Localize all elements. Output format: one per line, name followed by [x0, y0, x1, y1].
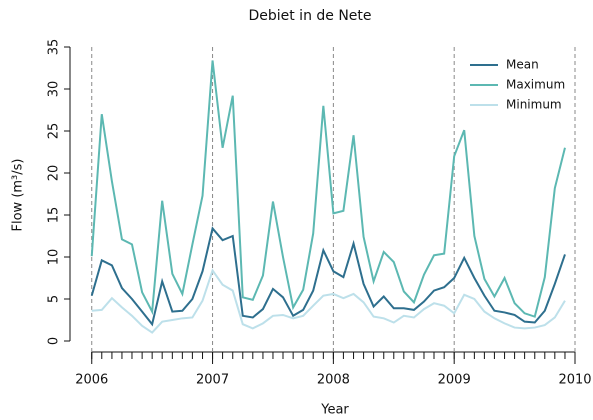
line: [91, 268, 566, 334]
line: [90, 60, 566, 318]
x-tick-label: 2009: [438, 373, 471, 388]
y-tick-label: 25: [47, 123, 62, 140]
x-tick-label: 2008: [317, 373, 350, 388]
x-tick-label: 2006: [75, 373, 108, 388]
legend-label: Maximum: [506, 78, 565, 92]
line: [90, 226, 566, 327]
x-axis-label: Year: [320, 403, 349, 418]
y-tick-label: 10: [47, 249, 62, 266]
y-tick-label: 5: [47, 295, 62, 303]
y-axis-label: Flow (m³/s): [11, 159, 26, 232]
y-tick-label: 15: [47, 207, 62, 224]
y-tick-label: 30: [47, 81, 62, 98]
x-tick-label: 2007: [196, 373, 229, 388]
chart-title: Debiet in de Nete: [248, 8, 371, 24]
legend-label: Mean: [506, 58, 539, 72]
x-tick-label: 2010: [558, 373, 591, 388]
y-tick-label: 0: [47, 337, 62, 345]
y-tick-label: 20: [47, 165, 62, 182]
legend-label: Minimum: [506, 98, 562, 112]
y-tick-label: 35: [47, 39, 62, 56]
